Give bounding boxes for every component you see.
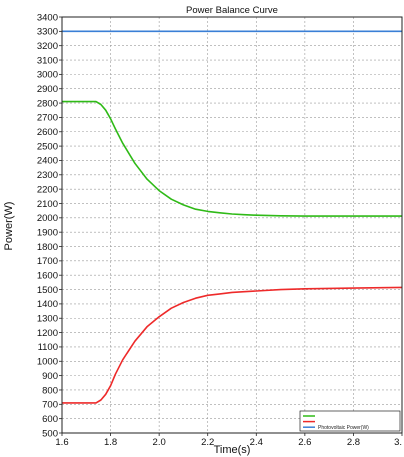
- y-tick-label: 1000: [37, 357, 58, 368]
- y-tick-label: 1800: [37, 242, 58, 253]
- y-tick-label: 1700: [37, 256, 58, 267]
- chart-title: Power Balance Curve: [186, 5, 278, 16]
- y-tick-label: 2600: [37, 127, 58, 138]
- legend-box: [299, 410, 401, 432]
- y-tick-label: 2100: [37, 199, 58, 210]
- x-tick-label: 2.0: [153, 437, 166, 448]
- y-tick-label: 2200: [37, 184, 58, 195]
- grid-lines: [61, 16, 403, 434]
- y-tick-label: 3000: [37, 70, 58, 81]
- y-tick-label: 3400: [37, 12, 58, 23]
- y-tick-label: 1200: [37, 328, 58, 339]
- y-tick-label: 3200: [37, 41, 58, 52]
- y-tick-label: 1100: [38, 342, 58, 353]
- y-tick-label: 1500: [37, 285, 58, 296]
- x-tick-label: 2.6: [298, 437, 311, 448]
- y-tick-label: 1300: [37, 314, 58, 325]
- x-tick-label: 1.8: [104, 437, 117, 448]
- plot-frame: [61, 16, 403, 434]
- y-tick-label: 2300: [37, 170, 58, 181]
- x-tick-label: 2.2: [201, 437, 214, 448]
- y-tick-label: 2500: [37, 141, 58, 152]
- series-line-3: [62, 286, 403, 404]
- y-tick-label: 2800: [37, 98, 58, 109]
- y-tick-label: 3100: [37, 55, 58, 66]
- y-tick-label: 700: [42, 400, 58, 411]
- x-tick-label: 2.8: [347, 437, 360, 448]
- y-tick-label: 1400: [37, 299, 58, 310]
- x-tick-label: 1.6: [55, 437, 68, 448]
- y-tick-label: 600: [42, 414, 58, 425]
- y-tick-label: 3300: [37, 27, 58, 38]
- x-tick-label: 3.: [394, 437, 402, 448]
- series-lines: [62, 30, 403, 404]
- series-line-2: [62, 100, 402, 217]
- y-tick-label: 2900: [37, 84, 58, 95]
- x-tick-labels: 1.6 1.8 2.0 2.2 2.4 2.6 2.8 3.: [55, 433, 403, 448]
- x-axis-label: Time(s): [214, 444, 251, 456]
- y-tick-label: 2700: [37, 113, 58, 124]
- y-tick-label: 1600: [37, 271, 58, 282]
- y-tick-label: 1900: [37, 227, 58, 238]
- y-tick-label: 2400: [37, 156, 58, 167]
- legend: Photovoltaic Power(W): [299, 410, 401, 432]
- y-axis-label: Power(W): [3, 202, 15, 251]
- y-tick-label: 800: [42, 385, 58, 396]
- y-tick-label: 500: [42, 428, 58, 439]
- y-tick-label: 2000: [37, 213, 58, 224]
- y-tick-labels: 500 600 700 800 900 1000 1100 1200 1300 1400 1500 1…: [37, 12, 62, 439]
- y-tick-label: 900: [42, 371, 58, 382]
- x-tick-label: 2.4: [250, 437, 263, 448]
- legend-label: Photovoltaic Power(W): [318, 425, 369, 431]
